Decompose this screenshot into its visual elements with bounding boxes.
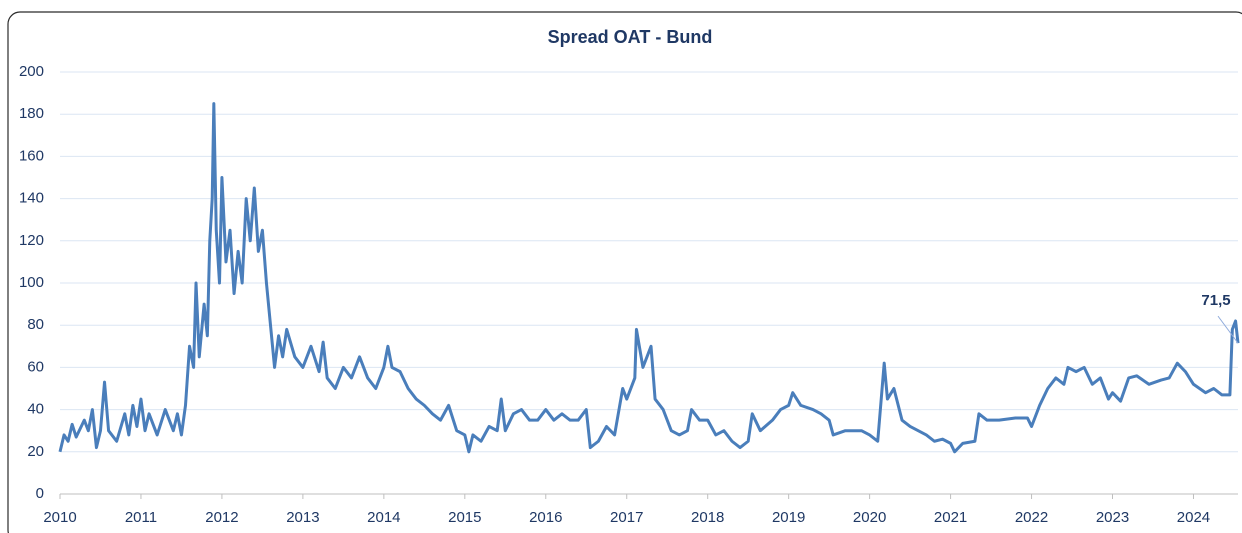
x-tick-label: 2014	[367, 509, 400, 526]
annotation-label: 71,5	[1201, 292, 1230, 309]
y-tick-label: 80	[27, 316, 44, 333]
chart-frame	[7, 11, 1242, 533]
x-tick-label: 2012	[205, 509, 238, 526]
y-tick-label: 40	[27, 401, 44, 418]
x-tick-label: 2020	[853, 509, 886, 526]
spread-line	[58, 102, 1240, 454]
annotation-leader	[1217, 315, 1239, 344]
x-tick-label: 2017	[610, 509, 643, 526]
y-tick-label: 0	[36, 485, 44, 502]
y-tick-label: 20	[27, 443, 44, 460]
chart-title: Spread OAT - Bund	[548, 27, 713, 47]
x-tick-label: 2023	[1096, 509, 1129, 526]
y-tick-label: 120	[19, 232, 44, 249]
x-tick-label: 2021	[934, 509, 967, 526]
y-tick-label: 140	[19, 190, 44, 207]
x-tick-label: 2019	[772, 509, 805, 526]
y-tick-label: 200	[19, 63, 44, 80]
y-tick-label: 180	[19, 105, 44, 122]
x-tick-label: 2022	[1015, 509, 1048, 526]
y-tick-label: 160	[19, 147, 44, 164]
x-tick-label: 2016	[529, 509, 562, 526]
y-tick-label: 60	[27, 358, 44, 375]
x-tick-label: 2015	[448, 509, 481, 526]
x-tick-label: 2018	[691, 509, 724, 526]
x-tick-label: 2011	[125, 509, 157, 526]
x-tick-label: 2010	[43, 509, 76, 526]
y-tick-label: 100	[19, 274, 44, 291]
x-tick-label: 2013	[286, 509, 319, 526]
x-tick-label: 2024	[1177, 509, 1210, 526]
